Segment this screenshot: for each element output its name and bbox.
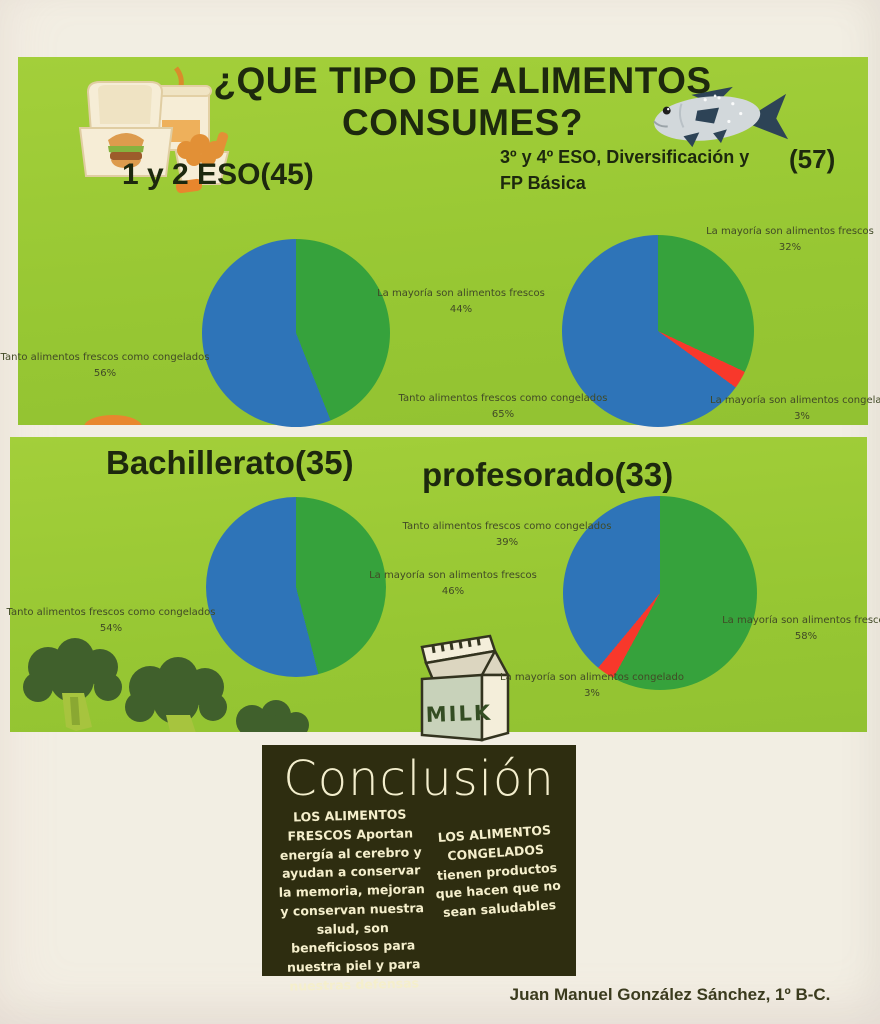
page-title: ¿QUE TIPO DE ALIMENTOS CONSUMES?: [213, 60, 712, 143]
broccoli-icon: [23, 638, 309, 732]
author-credit: Juan Manuel González Sánchez, 1º B-C.: [509, 985, 831, 1004]
pie1-mixed-label: Tanto alimentos frescos como congelados 5…: [0, 352, 210, 379]
group-header-1: 1 y 2 ESO(45): [122, 158, 314, 191]
conclusion-left-text: LOS ALIMENTOS FRESCOS Aportan energía al…: [278, 806, 425, 994]
fast-food-icon: [78, 66, 230, 194]
fish-icon: [653, 86, 789, 148]
milk-label: MILK: [425, 701, 492, 727]
conclusion-box: Conclusión LOS ALIMENTOS FRESCOS Aportan…: [262, 745, 576, 993]
pie2-fresh-label: La mayoría son alimentos frescos 32%: [706, 226, 874, 253]
group-header-3: Bachillerato(35): [106, 444, 354, 481]
pie3-mixed-label: Tanto alimentos frescos como congelados 5…: [6, 607, 216, 634]
pie2-frozen-label: La mayoría son alimentos congelado 3%: [710, 395, 880, 422]
group-header-2: 3º y 4º ESO, Diversificación y FP Básica: [500, 147, 750, 194]
pie-chart-3-y-4-eso: [562, 235, 754, 427]
pie2-mixed-label: Tanto alimentos frescos como congelados 6…: [398, 393, 608, 420]
pie-chart-profesorado: [563, 496, 757, 690]
milk-carton-icon: MILK: [420, 634, 510, 742]
pie4-frozen-label: La mayoría son alimentos congelado 3%: [500, 672, 684, 699]
conclusion-right-text: LOS ALIMENTOS CONGELADOS tienen producto…: [435, 822, 562, 920]
pie4-fresh-label: La mayoría son alimentos frescos 58%: [722, 615, 880, 642]
conclusion-title: Conclusión: [283, 751, 555, 807]
group-header-2-count: (57): [789, 144, 836, 174]
pie-chart-bachillerato: [206, 497, 386, 677]
carrot-icon: [84, 415, 142, 425]
pie4-mixed-label: Tanto alimentos frescos como congelados 3…: [402, 521, 612, 548]
pie1-fresh-label: La mayoría son alimentos frescos 44%: [377, 288, 545, 315]
group-header-4: profesorado(33): [422, 456, 674, 493]
pie3-fresh-label: La mayoría son alimentos frescos 46%: [369, 570, 537, 597]
pie-chart-1-y-2-eso: [202, 239, 390, 427]
